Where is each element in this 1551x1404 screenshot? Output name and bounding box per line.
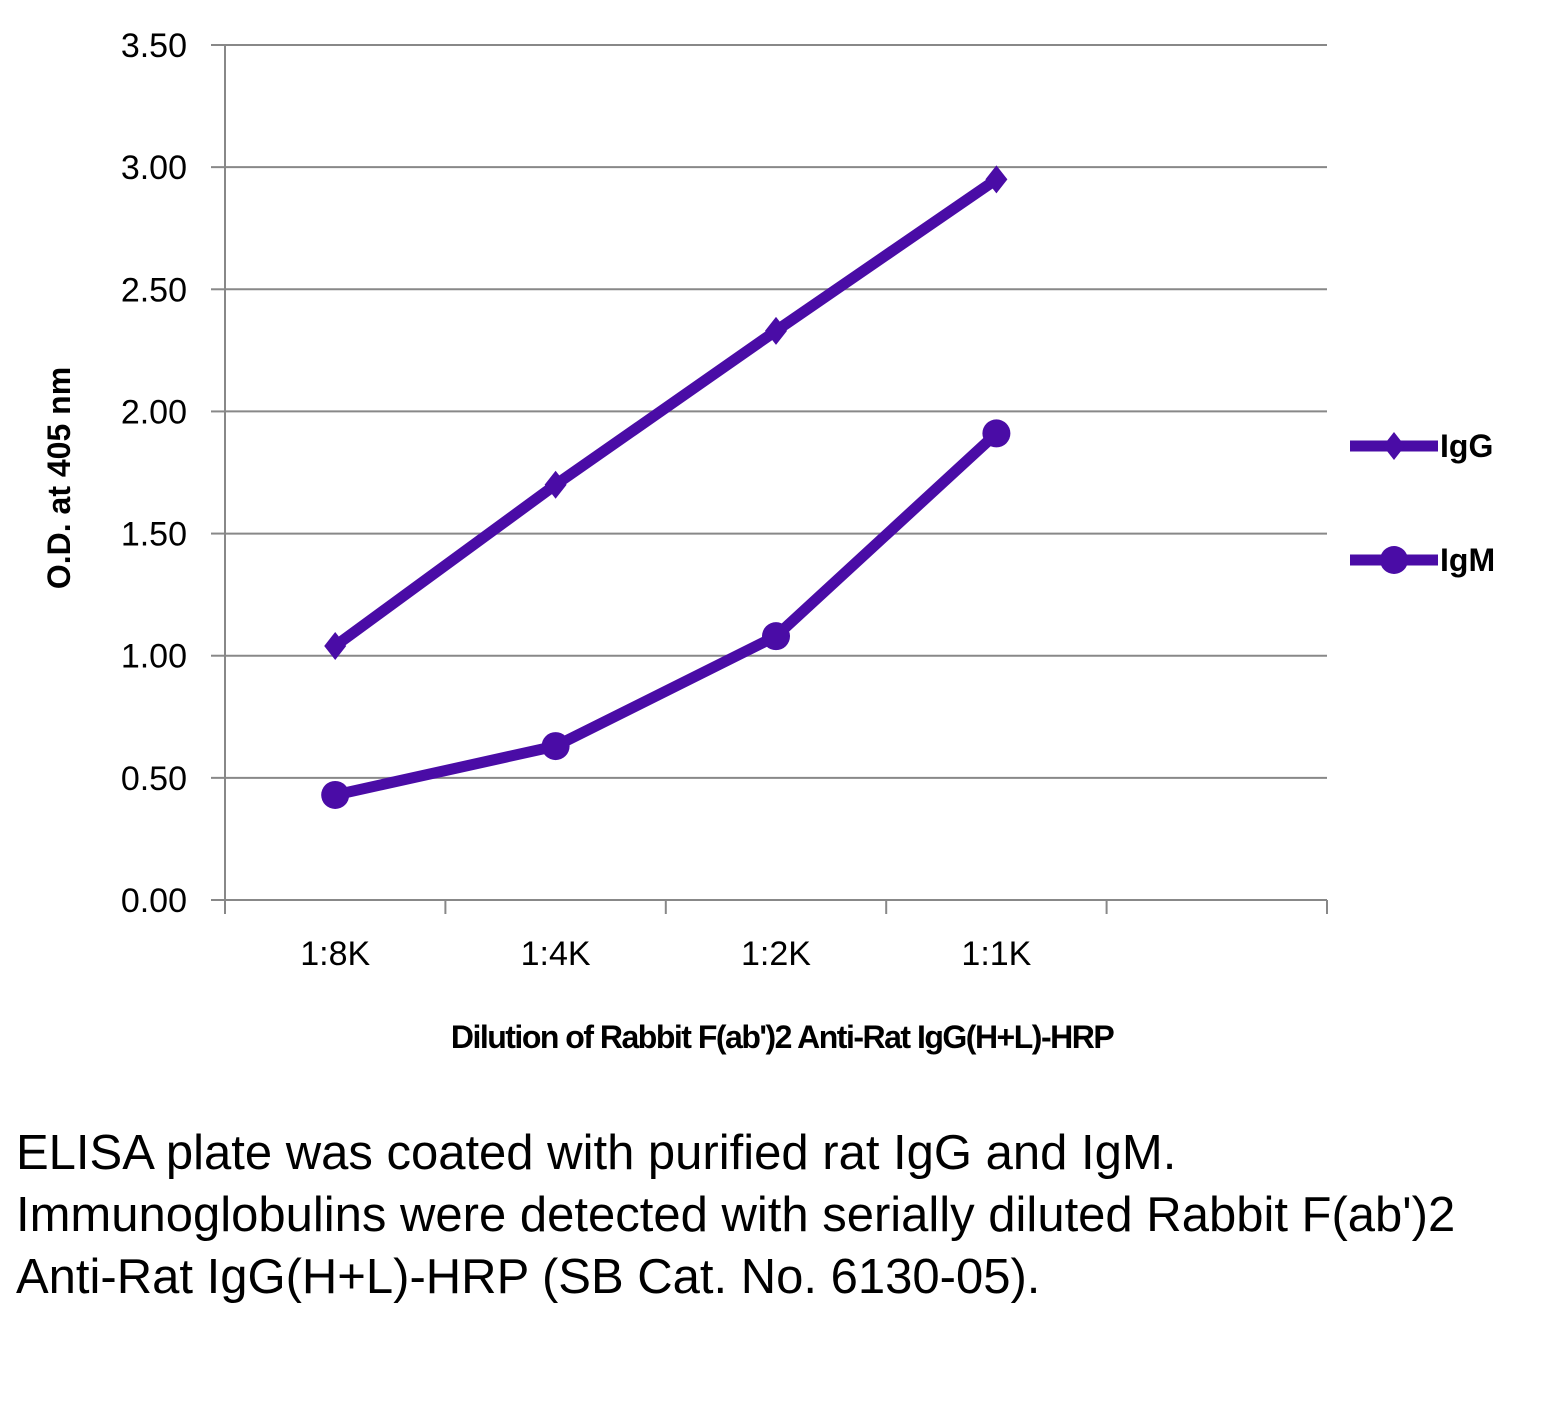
circle-marker	[982, 419, 1011, 448]
y-tick-label: 2.50	[121, 271, 187, 309]
x-axis-title: Dilution of Rabbit F(ab')2 Anti-Rat IgG(…	[451, 1019, 1114, 1055]
x-tick-label: 1:8K	[300, 935, 370, 973]
circle-marker	[541, 732, 570, 761]
y-tick-labels: 0.00 0.50 1.00 1.50 2.00 2.50 3.00 3.50	[121, 27, 187, 920]
y-axis-title: O.D. at 405 nm	[41, 367, 77, 589]
legend-label-IgM: IgM	[1440, 542, 1495, 578]
x-tick-label: 1:4K	[521, 935, 591, 973]
line-chart: 0.00 0.50 1.00 1.50 2.00 2.50 3.00 3.50 1:8K 1:4…	[41, 27, 1495, 1055]
y-tick-label: 0.50	[121, 760, 187, 798]
diamond-marker	[324, 631, 347, 660]
y-tick-label: 1.00	[121, 638, 187, 676]
circle-marker	[1380, 546, 1408, 574]
x-tick-labels: 1:8K 1:4K 1:2K 1:1K	[300, 935, 1031, 973]
legend: IgG IgM	[1350, 428, 1495, 578]
y-tick-label: 3.00	[121, 149, 187, 187]
x-tick-label: 1:2K	[741, 935, 811, 973]
y-tick-label: 0.00	[121, 882, 187, 920]
circle-marker	[321, 780, 350, 809]
series-line-IgG	[331, 174, 1000, 651]
legend-label-IgG: IgG	[1440, 428, 1493, 464]
diamond-marker	[1383, 432, 1405, 460]
circle-marker	[762, 622, 790, 651]
series	[321, 165, 1011, 809]
y-tick-label: 3.50	[121, 27, 187, 65]
y-tick-label: 1.50	[121, 516, 187, 554]
diamond-marker	[985, 165, 1008, 194]
gridlines	[225, 44, 1327, 779]
diamond-marker	[765, 316, 787, 345]
x-tick-label: 1:1K	[961, 935, 1031, 973]
diamond-marker	[544, 470, 567, 499]
axes	[211, 44, 1328, 914]
figure-caption: ELISA plate was coated with purified rat…	[16, 1126, 1456, 1304]
y-tick-label: 2.00	[121, 393, 187, 431]
series-line-IgM	[334, 429, 1001, 801]
